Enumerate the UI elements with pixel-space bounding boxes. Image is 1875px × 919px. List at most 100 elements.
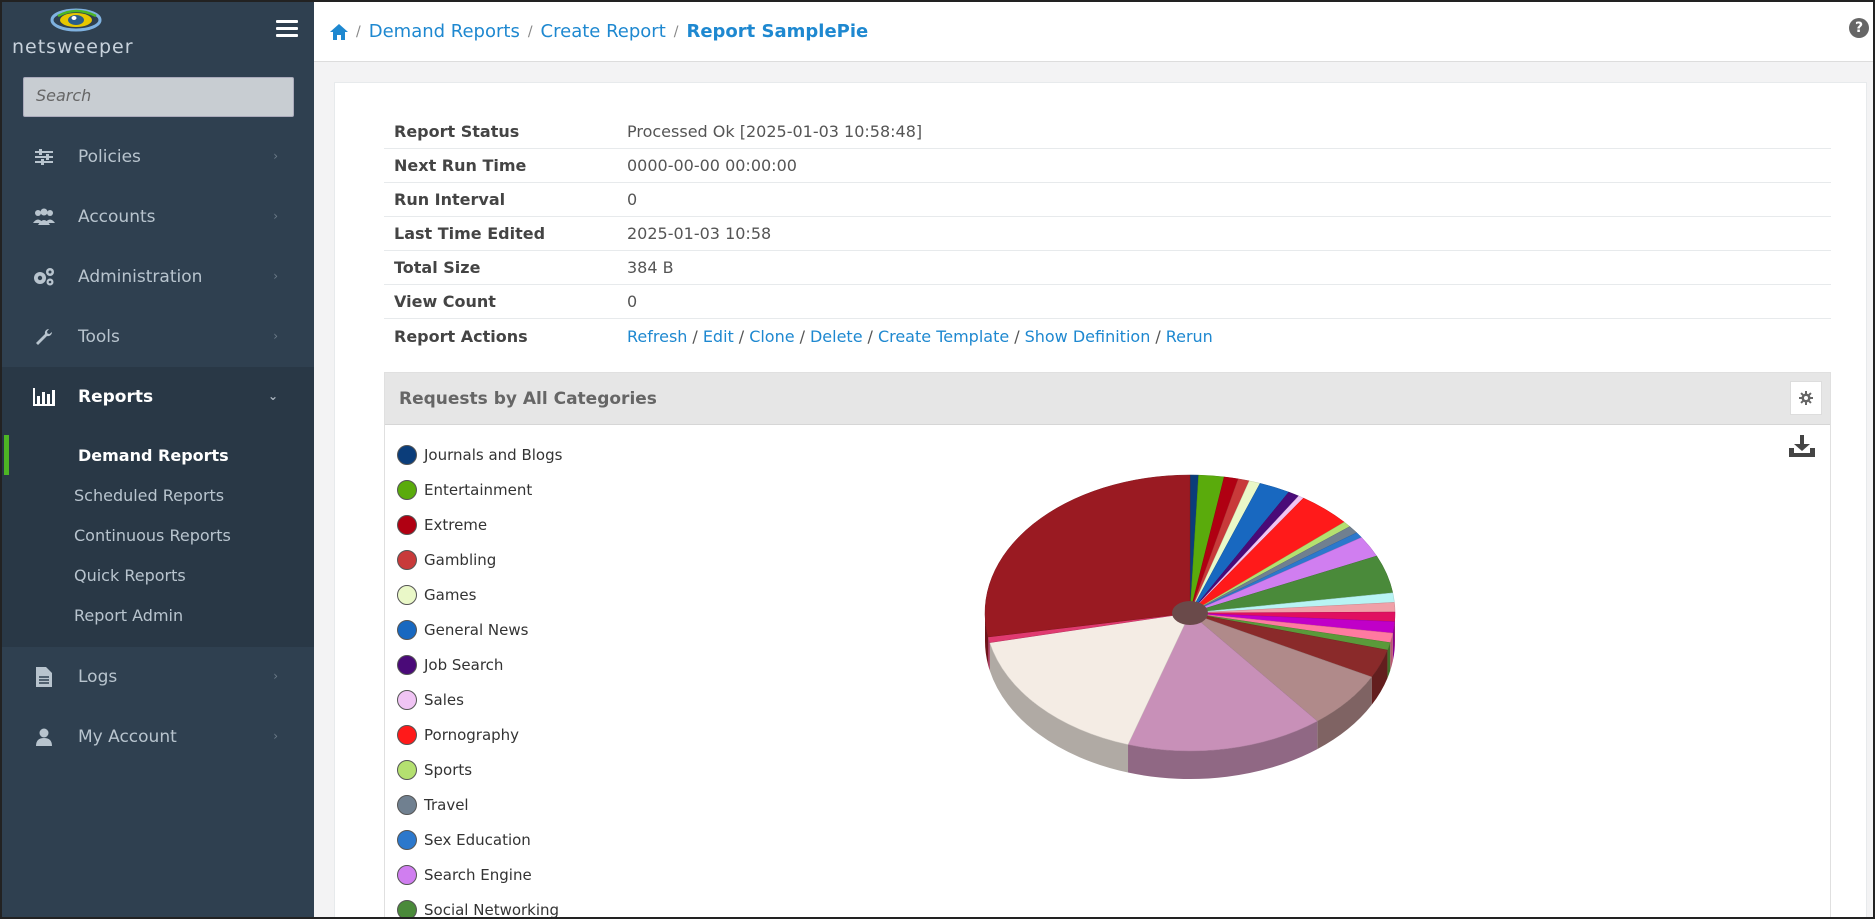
info-row-status: Report Status Processed Ok [2025-01-03 1… [384,115,1831,149]
legend-label: Entertainment [424,480,533,499]
info-row-next-run: Next Run Time 0000-00-00 00:00:00 [384,149,1831,183]
pie-slice-side [1128,721,1318,779]
info-row-total-size: Total Size 384 B [384,251,1831,285]
wrench-icon [32,327,56,347]
report-actions: Refresh / Edit / Clone / Delete / Create Templat… [627,326,1213,346]
user-icon [32,727,56,747]
info-label: View Count [394,292,496,311]
sidebar-item-accounts[interactable]: Accounts › [2,187,314,247]
legend-item[interactable]: Job Search [397,647,562,682]
pie-center [1172,601,1208,625]
legend-item[interactable]: Sales [397,682,562,717]
legend-item[interactable]: Extreme [397,507,562,542]
info-value: Processed Ok [2025-01-03 10:58:48] [627,122,923,141]
file-icon [32,667,56,687]
breadcrumb-demand-reports[interactable]: Demand Reports [368,21,520,42]
report-info-table: Report Status Processed Ok [2025-01-03 1… [384,115,1831,353]
info-label: Run Interval [394,190,506,209]
legend-swatch [397,514,417,535]
legend-label: Social Networking [424,900,560,919]
legend-swatch [397,759,417,780]
breadcrumb-create-report[interactable]: Create Report [540,21,666,42]
legend-item[interactable]: Games [397,577,562,612]
info-value: 0000-00-00 00:00:00 [627,156,797,175]
sidebar-item-logs[interactable]: Logs › [2,647,314,707]
refresh-link[interactable]: Refresh [627,326,688,346]
sidebar-item-my-account[interactable]: My Account › [2,707,314,767]
legend-item[interactable]: Sports [397,752,562,787]
legend-swatch [397,444,417,465]
subnav-continuous-reports[interactable]: Continuous Reports [74,525,231,545]
chevron-right-icon: › [273,149,278,163]
rerun-link[interactable]: Rerun [1165,326,1213,346]
info-value: 384 B [627,258,674,277]
search-input[interactable]: Search [23,77,294,117]
sidebar-item-policies[interactable]: Policies › [2,127,314,187]
chevron-right-icon: › [273,209,278,223]
legend-item[interactable]: Search Engine [397,857,562,892]
info-label: Total Size [394,258,481,277]
chart-legend: Journals and Blogs Entertainment Extreme Ga… [397,437,562,919]
legend-swatch [397,829,417,850]
gear-icon[interactable] [1790,381,1822,415]
legend-swatch [397,479,417,500]
subnav-demand-reports[interactable]: Demand Reports [2,435,314,475]
legend-label: Gambling [424,550,497,569]
chart-title: Requests by All Categories [399,388,657,409]
subnav-report-admin[interactable]: Report Admin [74,605,184,625]
logo-bar: netsweeper [2,2,314,62]
legend-swatch [397,619,417,640]
netsweeper-logo [50,8,102,32]
legend-item[interactable]: Sex Education [397,822,562,857]
sidebar-item-label: Tools [78,327,120,347]
clone-link[interactable]: Clone [749,326,795,346]
legend-label: Extreme [424,515,488,534]
info-row-last-edited: Last Time Edited 2025-01-03 10:58 [384,217,1831,251]
chart-widget: Requests by All Categories Journals and … [384,372,1831,919]
edit-link[interactable]: Edit [702,326,734,346]
sidebar-item-tools[interactable]: Tools › [2,307,314,367]
info-label: Report Status [394,122,520,141]
chevron-right-icon: › [273,729,278,743]
legend-item[interactable]: Social Networking [397,892,562,919]
pie-chart [984,474,1396,779]
legend-item[interactable]: Entertainment [397,472,562,507]
subnav-quick-reports[interactable]: Quick Reports [74,565,186,585]
sidebar-item-label: Logs [78,667,118,687]
pie-slice[interactable] [984,474,1191,638]
legend-item[interactable]: Travel [397,787,562,822]
users-icon [32,207,56,227]
legend-item[interactable]: Gambling [397,542,562,577]
subnav-scheduled-reports[interactable]: Scheduled Reports [74,485,225,505]
create-template-link[interactable]: Create Template [877,326,1010,346]
sidebar-item-reports[interactable]: Reports ⌄ [2,367,314,427]
legend-swatch [397,899,417,917]
menu-toggle-icon[interactable] [276,20,298,40]
home-icon[interactable] [330,23,348,40]
breadcrumb-separator: / [356,23,361,40]
info-value: 0 [627,190,638,209]
show-definition-link[interactable]: Show Definition [1024,326,1151,346]
sliders-icon [32,147,56,167]
brand-name: netsweeper [12,36,134,58]
legend-label: Sex Education [424,830,531,849]
pie-slice-side [988,636,990,671]
top-bar: / Demand Reports / Create Report / Repor… [314,2,1873,62]
delete-link[interactable]: Delete [809,326,863,346]
breadcrumb-separator: / [673,23,679,40]
legend-label: Games [424,585,477,604]
download-icon[interactable] [1788,435,1816,459]
pie-slice[interactable] [1127,612,1318,752]
legend-swatch [397,794,417,815]
legend-item[interactable]: Journals and Blogs [397,437,562,472]
legend-item[interactable]: Pornography [397,717,562,752]
info-value: 0 [627,292,638,311]
legend-label: Sales [424,690,464,709]
help-icon[interactable]: ? [1849,18,1869,38]
pie-slice[interactable] [989,612,1191,745]
legend-item[interactable]: General News [397,612,562,647]
sidebar-item-administration[interactable]: Administration › [2,247,314,307]
pie-slice-side [1387,642,1391,679]
chart-header: Requests by All Categories [385,373,1830,425]
